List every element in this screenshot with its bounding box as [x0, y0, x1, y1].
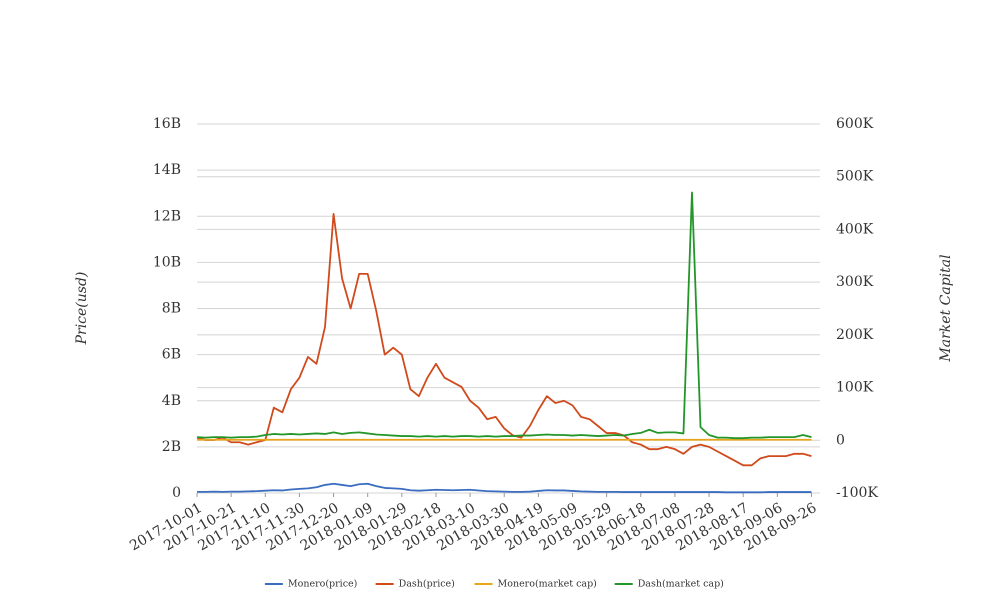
y-tick-label: 6B: [162, 347, 181, 363]
legend-label: Dash(market cap): [638, 579, 724, 590]
y-tick-label: 12B: [153, 208, 181, 224]
y-tick-label: 0: [172, 485, 181, 501]
y2-tick-label: -100K: [836, 485, 878, 501]
series-line: [196, 213, 812, 467]
y2-tick-label: 0: [836, 432, 845, 448]
y2-axis-title: Market Capital: [938, 254, 954, 362]
legend-label: Monero(price): [288, 579, 357, 590]
y2-tick-label: 500K: [836, 169, 874, 185]
y-tick-label: 16B: [153, 116, 181, 132]
y-tick-label: 4B: [162, 393, 181, 409]
y-tick-label: 14B: [153, 162, 181, 178]
legend-label: Dash(price): [399, 579, 455, 590]
series-line: [197, 482, 812, 494]
legend-label: Monero(market cap): [498, 579, 597, 590]
series-line: [196, 191, 812, 440]
y2-tick-label: 300K: [836, 274, 874, 290]
y2-tick-label: 400K: [836, 221, 874, 237]
y-tick-label: 2B: [162, 439, 181, 455]
y-axis-title: Price(usd): [74, 272, 90, 346]
y2-tick-label: 100K: [836, 380, 874, 396]
y-tick-label: 8B: [162, 301, 181, 317]
y2-tick-label: 200K: [836, 327, 874, 343]
y-tick-label: 10B: [153, 254, 181, 270]
y2-tick-label: 600K: [836, 116, 874, 132]
